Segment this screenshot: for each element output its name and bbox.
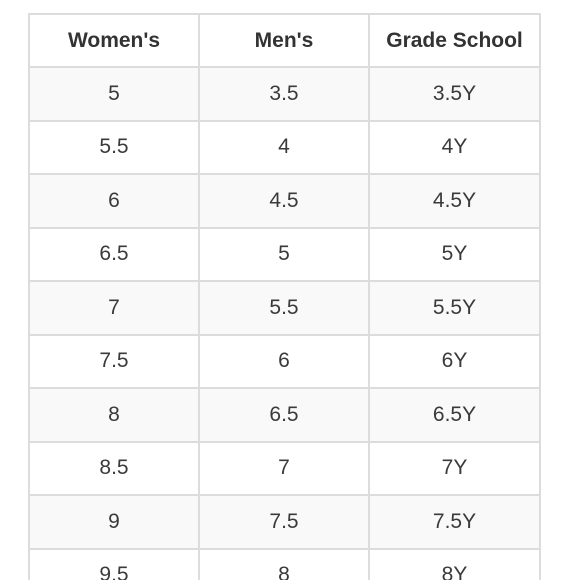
womens-size-cell: 7.5: [28, 333, 200, 389]
grade-school-size-cell: 5.5Y: [368, 280, 541, 336]
table-row: 8.5 7 7Y: [28, 440, 541, 496]
mens-size-cell: 7: [198, 440, 370, 496]
table-header-row: Women's Men's Grade School: [28, 13, 541, 68]
grade-school-size-cell: 5Y: [368, 226, 541, 282]
table-row: 7.5 6 6Y: [28, 333, 541, 389]
header-grade-school: Grade School: [368, 13, 541, 68]
mens-size-cell: 6: [198, 333, 370, 389]
mens-size-cell: 5.5: [198, 280, 370, 336]
mens-size-cell: 4: [198, 119, 370, 175]
table-row: 7 5.5 5.5Y: [28, 280, 541, 336]
table-row: 6.5 5 5Y: [28, 226, 541, 282]
mens-size-cell: 4.5: [198, 173, 370, 229]
womens-size-cell: 9: [28, 494, 200, 550]
womens-size-cell: 9.5: [28, 547, 200, 580]
mens-size-cell: 7.5: [198, 494, 370, 550]
header-mens: Men's: [198, 13, 370, 68]
grade-school-size-cell: 6Y: [368, 333, 541, 389]
womens-size-cell: 8.5: [28, 440, 200, 496]
table-row: 5.5 4 4Y: [28, 119, 541, 175]
size-conversion-table: Women's Men's Grade School 5 3.5 3.5Y 5.…: [28, 13, 541, 580]
mens-size-cell: 3.5: [198, 66, 370, 122]
mens-size-cell: 8: [198, 547, 370, 580]
grade-school-size-cell: 7Y: [368, 440, 541, 496]
womens-size-cell: 6.5: [28, 226, 200, 282]
grade-school-size-cell: 4Y: [368, 119, 541, 175]
womens-size-cell: 6: [28, 173, 200, 229]
table-row: 8 6.5 6.5Y: [28, 387, 541, 443]
grade-school-size-cell: 4.5Y: [368, 173, 541, 229]
mens-size-cell: 6.5: [198, 387, 370, 443]
grade-school-size-cell: 3.5Y: [368, 66, 541, 122]
womens-size-cell: 5: [28, 66, 200, 122]
table-row: 5 3.5 3.5Y: [28, 66, 541, 122]
womens-size-cell: 7: [28, 280, 200, 336]
mens-size-cell: 5: [198, 226, 370, 282]
grade-school-size-cell: 7.5Y: [368, 494, 541, 550]
table-row: 6 4.5 4.5Y: [28, 173, 541, 229]
grade-school-size-cell: 8Y: [368, 547, 541, 580]
header-womens: Women's: [28, 13, 200, 68]
table-row: 9.5 8 8Y: [28, 547, 541, 580]
womens-size-cell: 5.5: [28, 119, 200, 175]
table-row: 9 7.5 7.5Y: [28, 494, 541, 550]
womens-size-cell: 8: [28, 387, 200, 443]
grade-school-size-cell: 6.5Y: [368, 387, 541, 443]
